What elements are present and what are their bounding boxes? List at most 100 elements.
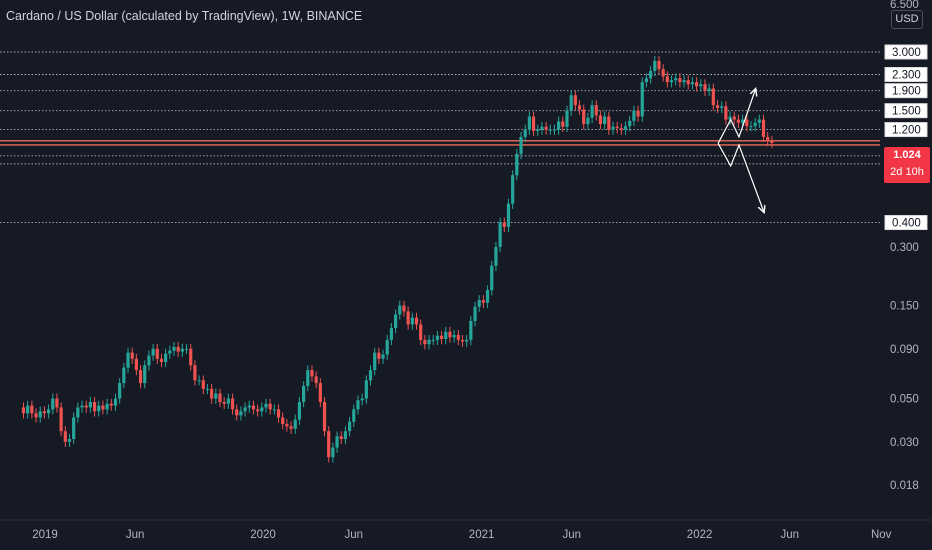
candle-body <box>527 116 531 130</box>
candle-body <box>159 358 164 362</box>
candle-body <box>130 352 134 359</box>
candle-body <box>272 409 276 411</box>
candle-body <box>665 76 669 83</box>
candle-body <box>410 317 414 325</box>
x-tick-label: Jun <box>781 529 800 541</box>
candle-body <box>306 370 310 386</box>
candle-body <box>176 346 180 352</box>
candle-body <box>419 324 423 340</box>
candle-body <box>552 129 557 131</box>
candle-body <box>465 339 469 342</box>
candle-body <box>485 290 490 303</box>
candle-body <box>548 129 552 131</box>
candle-body <box>741 119 745 123</box>
candle-body <box>682 80 686 83</box>
candle-body <box>477 300 481 307</box>
y-tick-label: 3.000 <box>892 47 921 59</box>
candle-body <box>469 320 473 340</box>
candle-body <box>310 370 314 377</box>
candle-body <box>515 153 519 176</box>
candle-body <box>251 405 256 410</box>
candle-body <box>63 431 67 442</box>
candle-body <box>452 334 456 338</box>
candle-body <box>598 115 603 125</box>
candle-body <box>607 116 611 130</box>
candle-body <box>226 398 230 404</box>
candle-body <box>649 70 653 79</box>
candle-body <box>268 403 272 410</box>
candle-body <box>343 431 348 439</box>
candle-body <box>147 355 151 366</box>
y-label-box <box>884 44 928 60</box>
candle-body <box>590 105 594 118</box>
candle-body <box>569 95 573 111</box>
candle-body <box>711 88 715 106</box>
candle-body <box>594 105 598 116</box>
x-tick-label: Jun <box>345 529 364 541</box>
candle-body <box>427 339 431 345</box>
candle-body <box>235 409 239 416</box>
candle-body <box>285 424 289 427</box>
y-tick-label: 1.200 <box>892 125 921 137</box>
candle-body <box>720 106 724 108</box>
candle-body <box>214 393 218 399</box>
candle-body <box>34 413 38 418</box>
candle-body <box>201 380 205 389</box>
candle-body <box>210 388 214 399</box>
candle-body <box>38 411 42 418</box>
candle-body <box>414 317 419 325</box>
candle-body <box>661 69 665 77</box>
candle-body <box>322 401 327 432</box>
candle-body <box>573 95 577 106</box>
candle-body <box>84 405 88 408</box>
projection-arrow-down <box>717 143 764 212</box>
candle-body <box>657 60 661 70</box>
candle-body <box>134 358 138 371</box>
candle-body <box>770 140 774 143</box>
candle-body <box>339 436 343 439</box>
candle-body <box>348 421 352 432</box>
candle-body <box>423 339 427 345</box>
candle-body <box>331 447 335 458</box>
candle-body <box>531 116 536 131</box>
y-label-box <box>884 122 928 138</box>
candle-body <box>761 119 766 137</box>
candle-body <box>490 265 494 291</box>
x-tick-label: Nov <box>871 529 892 541</box>
candle-body <box>373 352 377 371</box>
candle-body <box>431 339 435 341</box>
candle-body <box>92 401 97 412</box>
candle-body <box>293 419 297 429</box>
candle-body <box>143 365 147 384</box>
candle-body <box>260 407 264 412</box>
candle-body <box>46 409 51 414</box>
y-tick-label: 0.400 <box>892 218 921 230</box>
candle-body <box>67 438 72 442</box>
candle-body <box>753 122 757 127</box>
candle-body <box>402 305 406 312</box>
candle-body <box>707 88 711 91</box>
y-tick-label: 1.900 <box>892 86 921 98</box>
candle-body <box>636 110 640 117</box>
x-tick-label: Jun <box>563 529 582 541</box>
candle-body <box>239 411 243 416</box>
candle-body <box>435 335 439 340</box>
candle-body <box>205 388 210 390</box>
projection-arrow-up <box>717 89 756 144</box>
currency-button[interactable]: USD <box>891 10 923 29</box>
candle-body <box>42 411 47 414</box>
candle-body <box>690 82 695 85</box>
candle-body <box>536 129 540 131</box>
y-tick-label: 0.050 <box>890 394 919 406</box>
candle-body <box>511 175 515 204</box>
candle-body <box>289 426 293 429</box>
candle-body <box>138 370 143 384</box>
candle-body <box>448 331 452 338</box>
candle-body <box>172 346 176 351</box>
candle-body <box>168 350 172 354</box>
candle-body <box>632 110 636 121</box>
candle-body <box>385 339 389 355</box>
candle-body <box>544 126 548 130</box>
